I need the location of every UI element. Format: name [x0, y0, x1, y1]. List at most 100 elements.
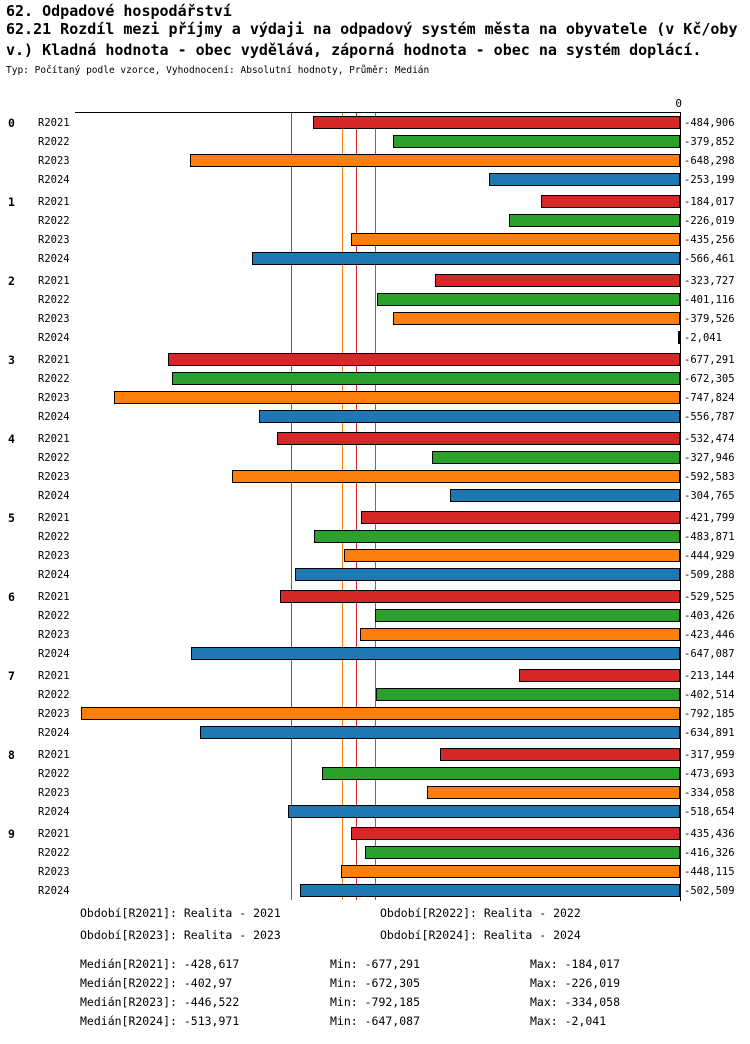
bar-track: [75, 884, 680, 897]
stat-min-r2023: Min: -792,185: [330, 995, 421, 1009]
legend-item-r2023: Období[R2023]: Realita - 2023: [80, 928, 281, 942]
value-label: -402,514: [684, 688, 735, 701]
bar-track: [75, 391, 680, 404]
value-label: -184,017: [684, 195, 735, 208]
series-row-label: R2022: [38, 372, 70, 385]
bar-row: R2024 -253,199: [0, 170, 750, 189]
median-lines: [75, 113, 680, 900]
bar-row: 6 R2021 -529,525: [0, 587, 750, 606]
bar-track: [75, 331, 680, 344]
value-label: -327,946: [684, 451, 735, 464]
bar-track: [75, 726, 680, 739]
bar-row: R2022 -402,514: [0, 685, 750, 704]
bar-R2022: [365, 846, 680, 859]
value-label: -2,041: [684, 331, 722, 344]
series-row-label: R2024: [38, 252, 70, 265]
bar-row: 9 R2021 -435,436: [0, 824, 750, 843]
bar-R2024: [259, 410, 680, 423]
plot-area: 0 R2021 -484,906 R2022 -379,852 R2023 -648,298…: [0, 112, 750, 902]
bar-track: [75, 511, 680, 524]
value-label: -556,787: [684, 410, 735, 423]
bar-R2023: [393, 312, 680, 325]
bar-row: R2022 -473,693: [0, 764, 750, 783]
stat-min-r2024: Min: -647,087: [330, 1014, 421, 1028]
bar-track: [75, 609, 680, 622]
value-label: -648,298: [684, 154, 735, 167]
value-label: -213,144: [684, 669, 735, 682]
bar-track: [75, 767, 680, 780]
bar-R2022: [393, 135, 680, 148]
bar-row: 3 R2021 -677,291: [0, 350, 750, 369]
value-axis-line: [680, 112, 681, 901]
median-line-R2024: [291, 113, 292, 900]
bar-track: [75, 489, 680, 502]
group-label: 6: [8, 589, 15, 604]
bar-row: R2023 -334,058: [0, 783, 750, 802]
bar-track: [75, 195, 680, 208]
bar-track: [75, 274, 680, 287]
value-label: -484,906: [684, 116, 735, 129]
bar-track: [75, 372, 680, 385]
value-label: -334,058: [684, 786, 735, 799]
bar-group-8: 8 R2021 -317,959 R2022 -473,693 R2023 -334,058…: [0, 745, 750, 821]
bar-R2024: [450, 489, 680, 502]
value-label: -421,799: [684, 511, 735, 524]
value-label: -532,474: [684, 432, 735, 445]
bar-track: [75, 549, 680, 562]
series-row-label: R2021: [38, 195, 70, 208]
bar-track: [75, 432, 680, 445]
bar-row: R2024 -556,787: [0, 407, 750, 426]
bar-track: [75, 410, 680, 423]
stat-max-r2022: Max: -226,019: [530, 976, 621, 990]
bar-R2022: [377, 293, 680, 306]
series-row-label: R2022: [38, 609, 70, 622]
zero-tick-label: 0: [675, 97, 682, 110]
group-label: 0: [8, 115, 15, 130]
bar-row: R2022 -401,116: [0, 290, 750, 309]
bar-row: R2022 -483,871: [0, 527, 750, 546]
bar-R2021: [168, 353, 680, 366]
series-row-label: R2022: [38, 530, 70, 543]
bar-row: R2024 -304,765: [0, 486, 750, 505]
bar-track: [75, 252, 680, 265]
bar-row: R2024 -518,654: [0, 802, 750, 821]
group-label: 9: [8, 826, 15, 841]
series-row-label: R2024: [38, 726, 70, 739]
bar-row: R2024 -509,288: [0, 565, 750, 584]
bar-R2024: [678, 331, 680, 344]
bar-track: [75, 846, 680, 859]
bar-R2022: [376, 688, 680, 701]
group-label: 5: [8, 510, 15, 525]
top-axis-line: [75, 112, 681, 113]
bar-track: [75, 312, 680, 325]
bar-row: R2023 -747,824: [0, 388, 750, 407]
value-label: -317,959: [684, 748, 735, 761]
value-label: -253,199: [684, 173, 735, 186]
bar-R2023: [427, 786, 680, 799]
bar-R2023: [114, 391, 680, 404]
bar-track: [75, 748, 680, 761]
bar-group-7: 7 R2021 -213,144 R2022 -402,514 R2023 -792,185…: [0, 666, 750, 742]
bar-row: R2022 -226,019: [0, 211, 750, 230]
value-label: -435,256: [684, 233, 735, 246]
legend-item-r2021: Období[R2021]: Realita - 2021: [80, 906, 281, 920]
bar-track: [75, 173, 680, 186]
series-row-label: R2022: [38, 767, 70, 780]
bar-row: 5 R2021 -421,799: [0, 508, 750, 527]
bar-row: 4 R2021 -532,474: [0, 429, 750, 448]
value-label: -747,824: [684, 391, 735, 404]
value-label: -226,019: [684, 214, 735, 227]
stat-max-r2021: Max: -184,017: [530, 957, 621, 971]
bar-track: [75, 590, 680, 603]
bar-track: [75, 669, 680, 682]
bar-R2024: [252, 252, 680, 265]
bar-track: [75, 805, 680, 818]
bar-group-2: 2 R2021 -323,727 R2022 -401,116 R2023 -379,526…: [0, 271, 750, 347]
series-row-label: R2024: [38, 805, 70, 818]
bar-R2023: [232, 470, 680, 483]
group-label: 7: [8, 668, 15, 683]
bar-group-5: 5 R2021 -421,799 R2022 -483,871 R2023 -444,929…: [0, 508, 750, 584]
value-label: -379,852: [684, 135, 735, 148]
chart-title: 62. Odpadové hospodářství: [6, 2, 232, 20]
bar-track: [75, 135, 680, 148]
